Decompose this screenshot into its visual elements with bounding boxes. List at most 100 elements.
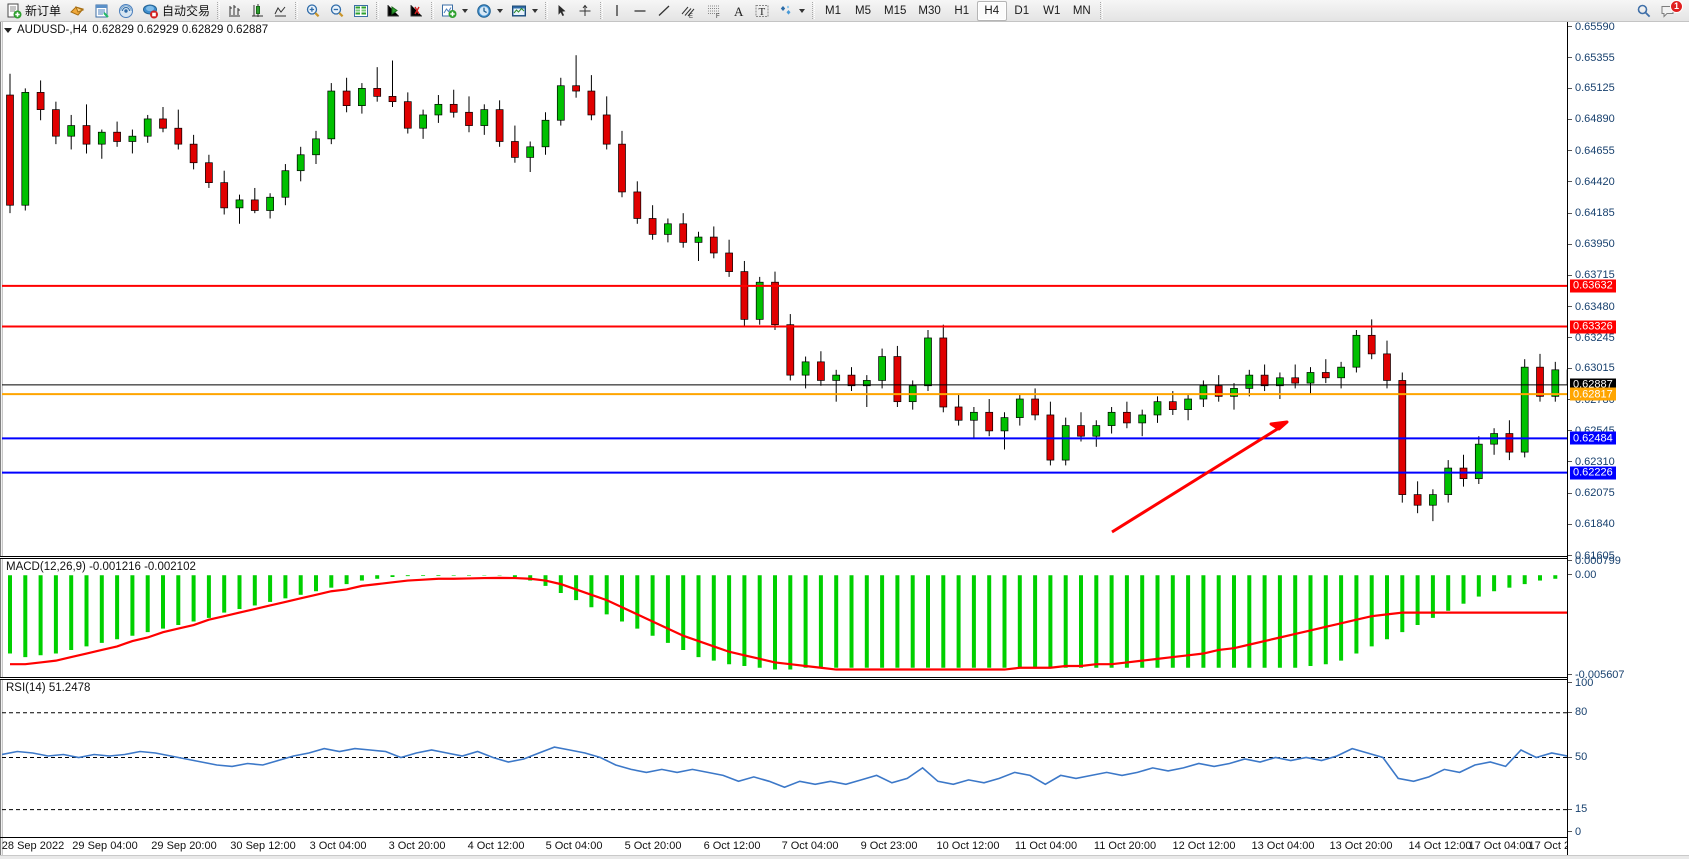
price-scale[interactable]: 0.65590 0.65355 0.65125 0.64890 0.64655 0.644… xyxy=(1567,21,1689,859)
new-order-button[interactable]: 新订单 xyxy=(2,1,65,21)
period-button[interactable] xyxy=(472,1,507,21)
add-indicator-button[interactable] xyxy=(437,1,472,21)
timeframe-m5[interactable]: M5 xyxy=(848,1,878,21)
signals-button[interactable] xyxy=(114,1,138,21)
zoom-in-button[interactable] xyxy=(301,1,325,21)
toolbar-separator xyxy=(600,2,604,19)
toolbar-separator xyxy=(295,2,299,19)
zoom-out-button[interactable] xyxy=(325,1,349,21)
text-tool-button[interactable]: A xyxy=(728,1,750,21)
candle xyxy=(189,134,198,170)
timeframe-w1[interactable]: W1 xyxy=(1037,1,1067,21)
candle xyxy=(1107,406,1116,434)
chevron-down-icon[interactable] xyxy=(462,8,469,13)
tick-dash xyxy=(1568,492,1572,494)
price-tick-label: 0.63245 xyxy=(1575,331,1615,344)
tick-dash xyxy=(1568,555,1572,556)
price-tick-label: 0.65125 xyxy=(1575,82,1615,95)
tick-dash xyxy=(1568,274,1572,276)
candlestick-chart-button[interactable] xyxy=(246,1,269,21)
line-chart-button[interactable] xyxy=(269,1,292,21)
chart-area[interactable]: AUDUSD-,H4 0.62829 0.62929 0.62829 0.628… xyxy=(0,22,1689,859)
price-tick: 0.63950 xyxy=(1568,238,1689,251)
auto-trading-button[interactable]: 自动交易 xyxy=(138,1,214,21)
bar-chart-button[interactable] xyxy=(223,1,246,21)
candle xyxy=(480,104,489,135)
cursor-tool-button[interactable] xyxy=(551,1,573,21)
candle xyxy=(878,348,886,389)
price-badge-resistance[interactable]: 0.63632 xyxy=(1570,279,1616,293)
tick-dash xyxy=(1568,430,1572,432)
expert-advisor-button[interactable] xyxy=(65,1,90,21)
candle xyxy=(725,239,733,277)
chevron-down-icon[interactable] xyxy=(497,8,504,13)
price-badge-support[interactable]: 0.62226 xyxy=(1570,466,1616,480)
crosshair-tool-button[interactable] xyxy=(573,1,597,21)
grid-toggle-button[interactable] xyxy=(349,1,373,21)
rsi-panel[interactable]: RSI(14) 51.2478 xyxy=(0,679,1689,838)
macd-panel[interactable]: MACD(12,26,9) -0.001216 -0.002102 xyxy=(0,558,1689,678)
candle xyxy=(1505,420,1514,461)
candle xyxy=(174,109,183,150)
macd-plot[interactable] xyxy=(2,559,1689,677)
chevron-down-icon[interactable] xyxy=(4,27,12,33)
price-panel[interactable]: AUDUSD-,H4 0.62829 0.62929 0.62829 0.628… xyxy=(0,22,1689,557)
candle xyxy=(6,73,14,214)
chevron-down-icon[interactable] xyxy=(532,8,539,13)
timeframe-h1[interactable]: H1 xyxy=(947,1,977,21)
search-button[interactable] xyxy=(1632,1,1656,21)
equidistant-channel-tool-button[interactable]: E xyxy=(676,1,702,21)
price-tick: 0.65125 xyxy=(1568,82,1689,95)
macd-tick-label: 0.00 xyxy=(1575,568,1597,581)
candle xyxy=(1383,340,1391,389)
time-scale[interactable]: 28 Sep 2022 29 Sep 04:00 29 Sep 20:00 30 Se… xyxy=(0,837,1567,859)
time-tick-label: 5 Oct 04:00 xyxy=(545,840,603,852)
candle xyxy=(832,369,841,402)
toolbar-separator xyxy=(376,2,380,19)
notifications-button[interactable]: 1 xyxy=(1656,0,1683,21)
candle xyxy=(1306,367,1315,394)
tick-dash xyxy=(1568,367,1572,369)
horizontal-line-tool-button[interactable] xyxy=(628,1,652,21)
timeframe-mn[interactable]: MN xyxy=(1067,1,1097,21)
price-tick-label: 0.63715 xyxy=(1575,269,1615,282)
timeframe-d1[interactable]: D1 xyxy=(1007,1,1037,21)
tick-dash xyxy=(1568,57,1572,59)
vertical-line-tool-button[interactable] xyxy=(606,1,628,21)
chevron-down-icon[interactable] xyxy=(799,8,806,13)
macd-signal-line xyxy=(10,576,1586,671)
timeframe-h4[interactable]: H4 xyxy=(976,0,1007,21)
candle xyxy=(1000,412,1009,450)
templates-button[interactable] xyxy=(507,1,542,21)
candle xyxy=(113,121,121,147)
price-badge-resistance[interactable]: 0.63326 xyxy=(1570,320,1616,334)
timeframe-m30[interactable]: M30 xyxy=(912,1,946,21)
text-label-tool-button[interactable]: T xyxy=(750,1,774,21)
trendline-tool-button[interactable] xyxy=(652,1,676,21)
timeframe-m1[interactable]: M1 xyxy=(818,1,848,21)
time-tick-label: 9 Oct 23:00 xyxy=(860,840,918,852)
candle xyxy=(801,356,810,389)
rsi-plot[interactable] xyxy=(2,680,1689,837)
price-badge-support[interactable]: 0.62484 xyxy=(1570,431,1616,445)
candle xyxy=(1551,361,1560,402)
chart-shift-button[interactable] xyxy=(405,1,428,21)
symbol-header[interactable]: AUDUSD-,H4 0.62829 0.62929 0.62829 0.628… xyxy=(4,24,268,36)
time-tick-label: 13 Oct 04:00 xyxy=(1251,840,1315,852)
time-tick-label: 17 Oct 20:00 xyxy=(1528,840,1568,852)
add-indicator-icon xyxy=(442,4,457,18)
symbol-ohlc: 0.62829 0.62929 0.62829 0.62887 xyxy=(92,24,269,36)
candle xyxy=(1092,420,1101,447)
shapes-tool-button[interactable] xyxy=(774,1,809,21)
fibonacci-tool-button[interactable]: F xyxy=(702,1,728,21)
price-plot[interactable] xyxy=(2,22,1689,556)
auto-scroll-button[interactable] xyxy=(382,1,405,21)
timeframe-m15[interactable]: M15 xyxy=(878,1,912,21)
uptrend-arrow[interactable] xyxy=(1111,420,1289,534)
candle xyxy=(1337,361,1345,389)
templates-icon xyxy=(512,5,527,16)
data-window-icon xyxy=(95,4,109,18)
price-badge-bid[interactable]: 0.62817 xyxy=(1570,387,1616,401)
horizontal-line-icon xyxy=(634,9,646,12)
data-window-button[interactable] xyxy=(90,1,114,21)
